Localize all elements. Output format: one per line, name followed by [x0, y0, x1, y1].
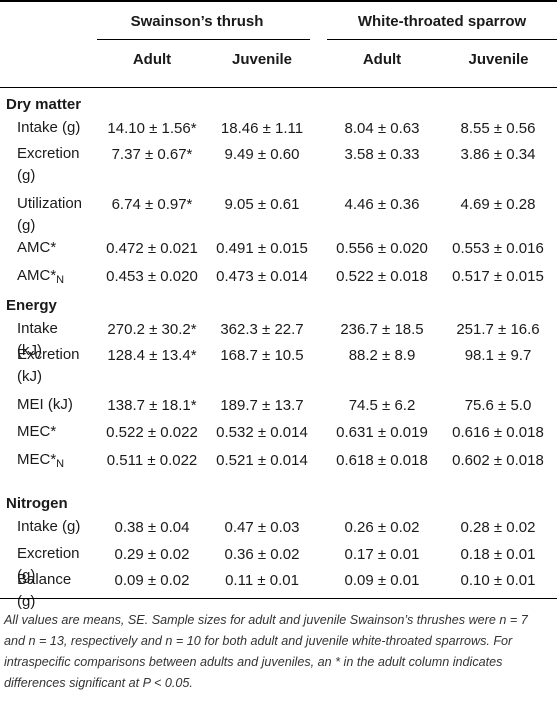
column-header-sparrow-juvenile: Juvenile: [468, 51, 529, 68]
row-label-text: Intake (kJ): [17, 320, 58, 359]
table-cell: 0.602 ± 0.018: [452, 452, 544, 469]
row-label: Intake (g): [17, 117, 83, 139]
row-label: MEI (kJ): [17, 394, 83, 416]
table-cell: 0.473 ± 0.014: [216, 268, 308, 285]
table-cell: 0.556 ± 0.020: [336, 240, 428, 257]
row-label-text: Excretion (g): [17, 145, 80, 184]
row-label: AMC*N: [17, 265, 83, 291]
row-label-text: AMC*: [17, 239, 57, 256]
row-label-text: Utilization (g): [17, 195, 83, 234]
table-cell: 0.522 ± 0.022: [106, 424, 198, 441]
table-cell: 18.46 ± 1.11: [220, 120, 304, 137]
table-cell: 0.553 ± 0.016: [452, 240, 544, 257]
table-cell: 0.10 ± 0.01: [460, 572, 536, 589]
table-cell: 0.631 ± 0.019: [336, 424, 428, 441]
table-cell: 0.522 ± 0.018: [336, 268, 428, 285]
table-cell: 8.04 ± 0.63: [344, 120, 420, 137]
group-rule-sparrow: [327, 39, 557, 40]
table-cell: 0.517 ± 0.015: [452, 268, 544, 285]
header-rule: [0, 87, 557, 88]
table-cell: 138.7 ± 18.1*: [107, 397, 197, 414]
row-label: Intake (g): [17, 516, 83, 538]
table-cell: 0.618 ± 0.018: [336, 452, 428, 469]
table-cell: 0.532 ± 0.014: [216, 424, 308, 441]
table-cell: 6.74 ± 0.97*: [111, 196, 193, 213]
table-cell: 3.86 ± 0.34: [460, 146, 536, 163]
table-cell: 9.05 ± 0.61: [224, 196, 300, 213]
table-cell: 74.5 ± 6.2: [348, 397, 416, 414]
table-cell: 88.2 ± 8.9: [348, 347, 416, 364]
table-cell: 0.47 ± 0.03: [224, 519, 300, 536]
top-rule: [0, 0, 557, 2]
column-header-thrush-juvenile: Juvenile: [231, 51, 293, 68]
column-header-thrush-adult: Adult: [132, 51, 172, 68]
row-label-text: Intake (g): [17, 518, 81, 535]
row-label-text: Balance (g): [17, 571, 72, 610]
table-cell: 0.09 ± 0.02: [114, 572, 190, 589]
table-cell: 270.2 ± 30.2*: [107, 321, 197, 338]
row-label: MEC*: [17, 421, 83, 443]
table-footnote: All values are means, SE. Sample sizes f…: [4, 613, 528, 690]
row-label: Excretion (g): [17, 543, 83, 587]
row-label-subscript: N: [56, 458, 65, 470]
table-cell: 4.69 ± 0.28: [460, 196, 536, 213]
table-cell: 0.18 ± 0.01: [460, 546, 536, 563]
section-title: Dry matter: [6, 96, 82, 113]
table-cell: 0.17 ± 0.01: [344, 546, 420, 563]
table-cell: 4.46 ± 0.36: [344, 196, 420, 213]
row-label: AMC*: [17, 237, 83, 259]
table-cell: 0.09 ± 0.01: [344, 572, 420, 589]
table-cell: 128.4 ± 13.4*: [107, 347, 197, 364]
row-label: Balance (g): [17, 569, 83, 613]
group-header-swainsons-thrush: Swainson’s thrush: [130, 13, 264, 30]
table-cell: 168.7 ± 10.5: [220, 347, 304, 364]
row-label: Excretion (kJ): [17, 344, 83, 388]
table-cell: 0.29 ± 0.02: [114, 546, 190, 563]
section-title: Nitrogen: [6, 495, 68, 512]
row-label: MEC*N: [17, 449, 83, 475]
table-cell: 236.7 ± 18.5: [340, 321, 424, 338]
table-cell: 3.58 ± 0.33: [344, 146, 420, 163]
column-header-sparrow-adult: Adult: [362, 51, 402, 68]
row-label-text: MEC*: [17, 423, 57, 440]
table-cell: 0.38 ± 0.04: [114, 519, 190, 536]
row-label-text: Excretion (g): [17, 545, 80, 584]
row-label-text: MEC*: [17, 451, 57, 468]
row-label: Excretion (g): [17, 143, 83, 187]
table-cell: 0.26 ± 0.02: [344, 519, 420, 536]
group-rule-thrush: [97, 39, 310, 40]
section-title: Energy: [6, 297, 57, 314]
row-label: Intake (kJ): [17, 318, 83, 362]
row-label-text: Intake (g): [17, 119, 81, 136]
table-cell: 98.1 ± 9.7: [464, 347, 532, 364]
table-cell: 0.11 ± 0.01: [225, 572, 299, 589]
table-cell: 189.7 ± 13.7: [220, 397, 304, 414]
row-label-text: Excretion (kJ): [17, 346, 80, 385]
table-cell: 0.36 ± 0.02: [224, 546, 300, 563]
table-cell: 0.511 ± 0.022: [106, 452, 198, 469]
table-cell: 0.453 ± 0.020: [106, 268, 198, 285]
table-cell: 8.55 ± 0.56: [460, 120, 536, 137]
bottom-rule: [0, 598, 557, 599]
row-label-text: MEI (kJ): [17, 396, 73, 413]
table-cell: 0.28 ± 0.02: [460, 519, 536, 536]
group-header-white-throated-sparrow: White-throated sparrow: [357, 13, 527, 30]
table-cell: 0.491 ± 0.015: [216, 240, 308, 257]
table-cell: 75.6 ± 5.0: [464, 397, 532, 414]
row-label-subscript: N: [56, 274, 65, 286]
table-cell: 7.37 ± 0.67*: [111, 146, 193, 163]
row-label: Utilization (g): [17, 193, 83, 237]
table-cell: 251.7 ± 16.6: [456, 321, 540, 338]
row-label-text: AMC*: [17, 267, 57, 284]
table-cell: 0.521 ± 0.014: [216, 452, 308, 469]
table-cell: 14.10 ± 1.56*: [107, 120, 197, 137]
table-cell: 362.3 ± 22.7: [220, 321, 304, 338]
table-cell: 9.49 ± 0.60: [224, 146, 300, 163]
table-cell: 0.616 ± 0.018: [452, 424, 544, 441]
table-cell: 0.472 ± 0.021: [106, 240, 198, 257]
